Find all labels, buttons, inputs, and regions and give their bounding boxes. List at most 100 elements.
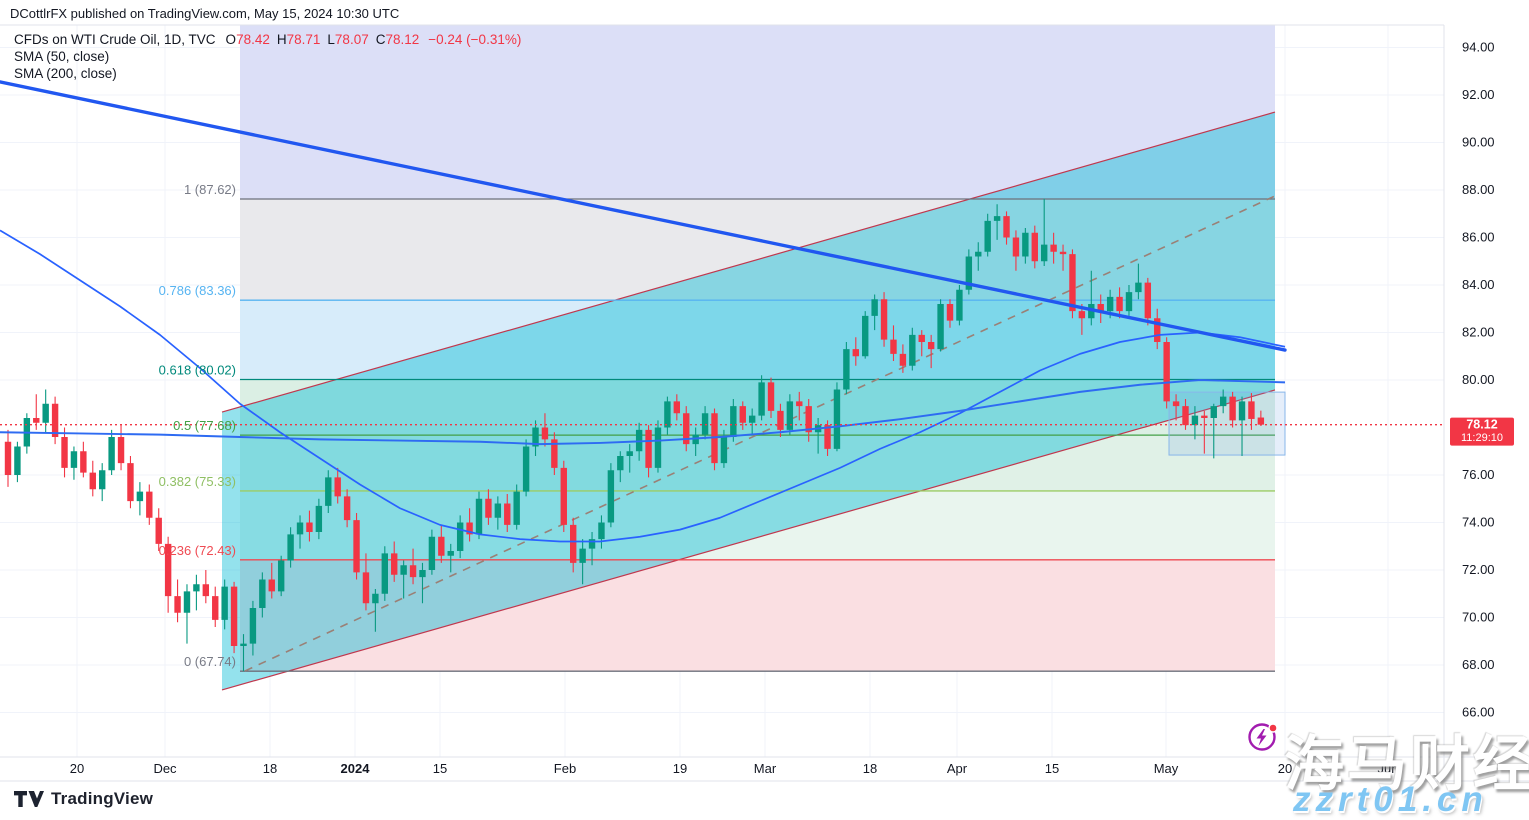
fib-level-label-0.5: 0.5 (77.68) <box>173 418 236 433</box>
candle-body <box>456 522 464 551</box>
fib-level-label-0.236: 0.236 (72.43) <box>159 543 236 558</box>
candle <box>513 484 520 530</box>
candle <box>927 334 935 369</box>
candle <box>51 396 59 445</box>
resistance-trendline[interactable] <box>0 80 1287 352</box>
candle-body <box>937 304 944 350</box>
candle-body <box>899 353 907 366</box>
fib-zone <box>240 559 1275 672</box>
candle <box>588 532 596 566</box>
candle <box>607 463 615 528</box>
candle <box>532 420 539 456</box>
candle <box>833 382 841 452</box>
price-axis-label: 74.00 <box>1462 515 1495 530</box>
candle-body <box>80 451 87 473</box>
candle <box>89 460 96 497</box>
candle-body <box>880 299 888 340</box>
sma50-legend-row[interactable]: SMA (50, close) <box>14 48 521 65</box>
candle-body <box>767 382 775 411</box>
candle-body <box>296 522 304 535</box>
price-axis-label: 84.00 <box>1462 277 1495 292</box>
candle-body <box>485 498 492 518</box>
candle <box>617 451 624 483</box>
sma200-legend-row[interactable]: SMA (200, close) <box>14 65 521 82</box>
candle <box>155 508 162 551</box>
candle-body <box>739 406 746 423</box>
candle <box>1012 230 1020 271</box>
candle-body <box>343 496 351 521</box>
flash-boost-button[interactable] <box>1245 719 1281 755</box>
candle-body <box>1135 282 1142 293</box>
candle-body <box>4 441 12 475</box>
candle-body <box>522 446 530 492</box>
ohlc-close-label: C <box>375 32 386 47</box>
sma200-line[interactable] <box>0 379 1286 446</box>
sma50-line[interactable] <box>0 229 1286 543</box>
candle-body <box>1031 232 1038 262</box>
candle-body <box>381 553 388 594</box>
candle <box>1022 228 1029 264</box>
candle <box>400 560 407 599</box>
candle <box>1135 263 1142 300</box>
candle <box>315 498 323 540</box>
time-axis-label: 2024 <box>341 761 371 776</box>
candle-body <box>909 334 916 366</box>
time-scale[interactable]: 20 Dec 18 2024 15 Feb 19 Mar 18 Apr 15 May 20 Jun <box>70 761 1399 776</box>
candle <box>1191 406 1199 440</box>
candle <box>909 327 916 371</box>
candle-body <box>946 304 954 321</box>
candle-body <box>560 467 567 525</box>
channel-lower-edge[interactable] <box>221 389 1276 691</box>
candle-body <box>1163 342 1170 402</box>
candle <box>221 579 228 630</box>
candle <box>965 249 973 295</box>
candle-body <box>805 406 812 433</box>
candle <box>117 425 125 471</box>
candle-body <box>984 220 991 252</box>
candle-body <box>1201 415 1208 418</box>
candle <box>287 527 294 568</box>
candle-body <box>824 425 831 449</box>
candle-body <box>1059 251 1067 255</box>
price-axis-label: 88.00 <box>1462 182 1495 197</box>
tradingview-logo-icon <box>14 790 44 807</box>
fib-zone <box>240 25 1275 200</box>
watermark-site: zzrt01.cn <box>1293 780 1488 819</box>
badge-background <box>1450 417 1514 446</box>
dashed-trendline[interactable] <box>244 195 1276 672</box>
ohlc-high-value: 78.71 <box>286 32 321 47</box>
candle <box>748 408 756 435</box>
time-axis-label: Feb <box>554 761 576 776</box>
trend-channel[interactable] <box>222 112 1275 690</box>
candle-body <box>42 403 49 423</box>
time-axis-label: 18 <box>863 761 877 776</box>
candle-body <box>1003 216 1010 238</box>
candle <box>852 337 859 366</box>
candle <box>946 299 954 328</box>
candle <box>579 539 586 585</box>
candle <box>268 562 275 599</box>
price-scale[interactable]: 94.00 92.00 90.00 88.00 86.00 84.00 82.00 80.00… <box>1462 40 1495 720</box>
candle-body <box>777 410 784 430</box>
candle-body <box>758 382 765 416</box>
candle <box>1050 232 1057 264</box>
candle-body <box>193 584 200 592</box>
candle-body <box>833 389 841 449</box>
channel-upper-edge[interactable] <box>221 111 1276 413</box>
symbol-legend-row[interactable]: CFDs on WTI Crude Oil, 1D, TVC O78.42 H78.… <box>14 31 521 48</box>
candle <box>353 513 360 580</box>
candle <box>334 467 341 504</box>
candle-body <box>306 522 313 532</box>
candle <box>381 546 388 601</box>
candle <box>362 553 370 611</box>
candle-body <box>14 446 21 475</box>
candle <box>14 441 21 483</box>
candle <box>767 377 775 418</box>
candle <box>1144 277 1152 326</box>
candle-body <box>117 437 125 464</box>
candle-body <box>701 413 709 435</box>
candle-body <box>174 596 181 613</box>
tradingview-attribution[interactable]: TradingView <box>14 789 153 809</box>
